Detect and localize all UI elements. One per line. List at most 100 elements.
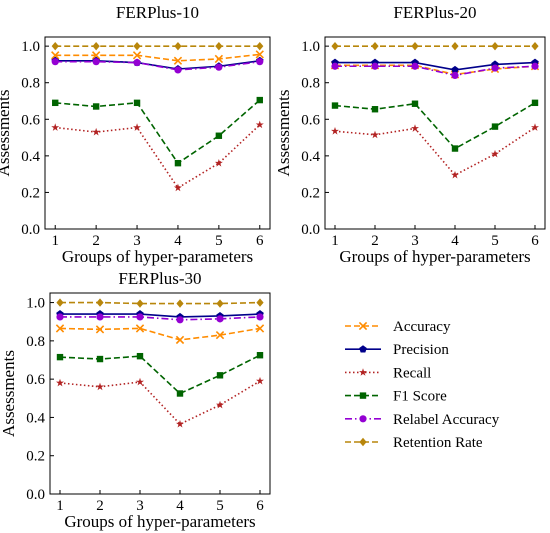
- data-point: [491, 41, 499, 51]
- data-point: [215, 330, 225, 340]
- data-point: [451, 65, 459, 74]
- legend-label: Relabel Accuracy: [393, 412, 500, 428]
- data-point: [136, 299, 144, 308]
- series-retention-rate: [331, 41, 539, 51]
- data-point: [91, 51, 101, 60]
- data-point: [214, 158, 223, 167]
- data-point: [331, 62, 339, 70]
- data-point: [176, 419, 184, 428]
- chart-title: FERPlus-20: [393, 3, 476, 22]
- y-tick-label: 0.4: [26, 410, 45, 426]
- legend-marker: [359, 415, 367, 423]
- data-point: [411, 41, 419, 51]
- legend-item: Relabel Accuracy: [345, 412, 500, 428]
- series-recall: [331, 123, 539, 179]
- y-tick-label: 0.0: [21, 222, 40, 238]
- x-tick-label: 6: [256, 233, 264, 249]
- legend-marker: [359, 392, 367, 399]
- data-point: [174, 41, 182, 51]
- data-point: [132, 51, 142, 60]
- data-point: [256, 313, 264, 321]
- series-accuracy: [51, 50, 264, 65]
- data-point: [56, 298, 64, 307]
- data-point: [56, 378, 64, 387]
- y-tick-label: 0.6: [21, 112, 40, 128]
- x-axis-label: Groups of hyper-parameters: [339, 247, 530, 266]
- data-point: [491, 123, 499, 130]
- series-line: [55, 124, 261, 189]
- data-point: [173, 183, 182, 192]
- data-point: [491, 64, 499, 72]
- data-point: [255, 120, 264, 129]
- data-point: [51, 123, 60, 131]
- x-axis-label: Groups of hyper-parameters: [62, 247, 253, 266]
- data-point: [92, 103, 100, 110]
- plot-frame: [324, 36, 546, 230]
- legend-marker: [359, 368, 367, 376]
- y-tick-label: 0.2: [21, 185, 40, 201]
- x-tick-label: 1: [331, 233, 339, 249]
- y-tick-label: 0.8: [301, 76, 320, 92]
- series-precision: [56, 310, 264, 321]
- chart-title: FERPlus-10: [116, 3, 199, 22]
- legend-item: F1 Score: [345, 389, 447, 405]
- data-point: [451, 170, 459, 179]
- data-point: [176, 316, 184, 324]
- legend-item: Precision: [345, 342, 449, 358]
- series-relabel-accuracy: [331, 62, 539, 79]
- data-point: [491, 149, 499, 158]
- series-retention-rate: [56, 298, 264, 308]
- data-point: [92, 58, 100, 66]
- y-tick-label: 1.0: [26, 296, 45, 312]
- data-point: [531, 99, 539, 107]
- data-point: [135, 324, 145, 333]
- data-point: [216, 299, 224, 308]
- chart-panel-2: 1 2 3 4 5 6 0.0 0.2 0.4 0.6 0.8 1.0 FERPlus-20 Groups…: [274, 3, 546, 266]
- series-accuracy: [55, 324, 265, 345]
- x-tick-label: 2: [371, 233, 379, 249]
- data-point: [256, 41, 264, 51]
- data-point: [256, 298, 264, 307]
- data-point: [216, 372, 224, 379]
- data-point: [531, 123, 539, 131]
- series-line: [55, 60, 260, 71]
- series-line: [335, 61, 536, 71]
- y-tick-label: 0.0: [301, 222, 320, 238]
- x-tick-label: 2: [96, 498, 104, 514]
- series-line: [60, 313, 261, 318]
- series-recall: [56, 376, 264, 428]
- data-point: [216, 400, 224, 409]
- data-point: [174, 66, 182, 74]
- data-point: [95, 325, 105, 334]
- data-point: [331, 126, 339, 135]
- data-point: [133, 123, 142, 131]
- series-precision: [331, 58, 539, 74]
- legend-marker: [358, 321, 368, 331]
- chart-panel-1: 1 2 3 4 5 6 0.0 0.2 0.4 0.6 0.8 1.0 FERPlus-10 Groups…: [0, 3, 271, 266]
- data-point: [52, 99, 59, 107]
- series-line: [335, 65, 536, 77]
- data-point: [96, 382, 104, 391]
- data-point: [411, 124, 419, 132]
- legend-label: Recall: [393, 365, 431, 381]
- y-axis-label: Assessments: [0, 90, 13, 177]
- data-point: [331, 102, 339, 109]
- x-axis-label: Groups of hyper-parameters: [64, 512, 255, 531]
- series-recall: [51, 120, 264, 192]
- y-tick-label: 0.4: [301, 149, 320, 165]
- data-point: [51, 51, 60, 60]
- data-point: [96, 355, 104, 363]
- series-line: [55, 99, 261, 165]
- legend-label: F1 Score: [393, 389, 447, 405]
- data-point: [255, 324, 265, 333]
- x-tick-label: 4: [174, 233, 182, 249]
- legend-label: Accuracy: [393, 319, 451, 335]
- legend-marker: [359, 437, 367, 447]
- series-line: [334, 102, 536, 150]
- x-tick-label: 4: [176, 498, 184, 514]
- series-line: [334, 126, 536, 177]
- data-point: [51, 58, 59, 66]
- data-point: [96, 298, 104, 307]
- data-point: [371, 106, 379, 113]
- plot-frame: [49, 292, 271, 495]
